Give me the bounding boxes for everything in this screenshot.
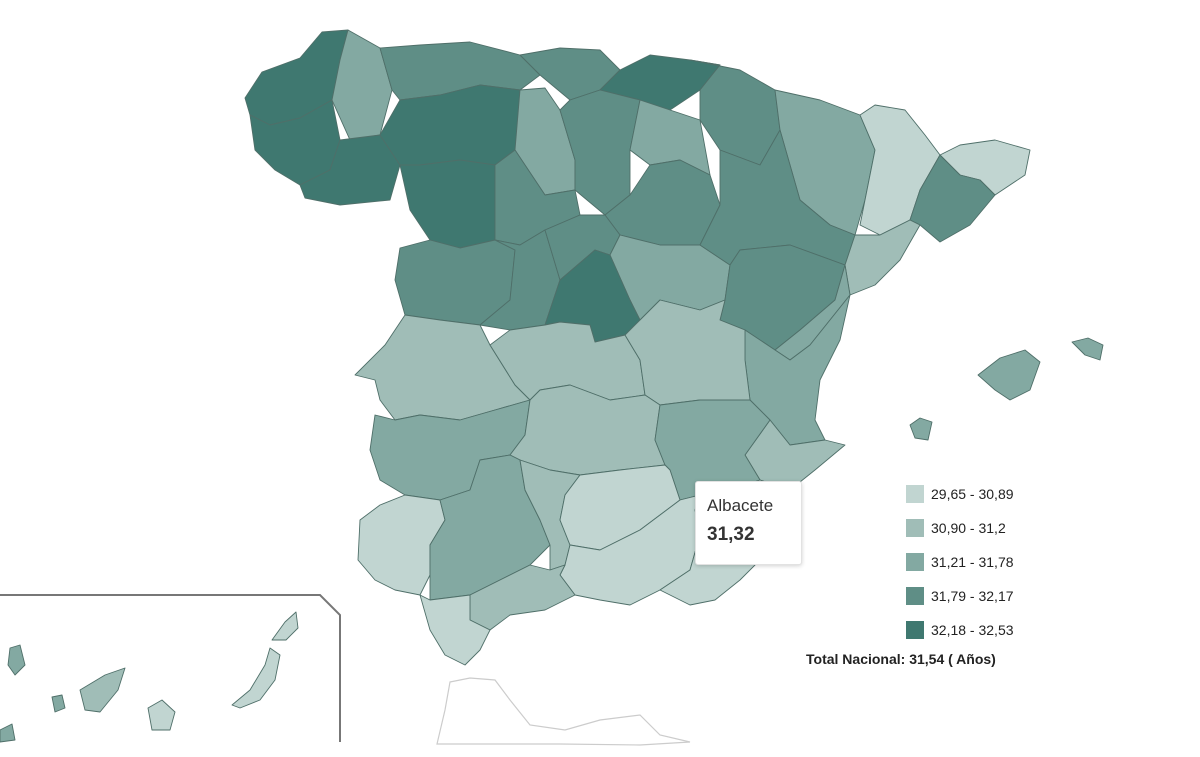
legend-swatch	[906, 553, 924, 571]
legend-swatch	[906, 587, 924, 605]
tooltip-region-name: Albacete	[707, 496, 774, 515]
national-total: Total Nacional: 31,54 ( Años)	[806, 651, 996, 667]
region-extremadura[interactable]	[354, 314, 531, 501]
legend-swatch	[906, 621, 924, 639]
region-tooltip: Albacete 31,32	[695, 481, 802, 565]
legend-item[interactable]: 29,65 - 30,89	[906, 477, 1014, 511]
region-andalucia[interactable]	[357, 454, 766, 666]
legend-label: 31,21 - 31,78	[931, 554, 1014, 570]
legend-item[interactable]: 31,21 - 31,78	[906, 545, 1014, 579]
tooltip-region-value: 31,32	[707, 524, 755, 545]
canarias-inset-frame	[0, 594, 341, 742]
map-legend: 29,65 - 30,89 30,90 - 31,2 31,21 - 31,78…	[906, 477, 1014, 647]
legend-item[interactable]: 30,90 - 31,2	[906, 511, 1014, 545]
region-galicia[interactable]	[244, 29, 401, 206]
legend-label: 29,65 - 30,89	[931, 486, 1014, 502]
region-valencia[interactable]	[744, 264, 851, 491]
region-canarias[interactable]	[0, 611, 299, 743]
region-cataluna[interactable]	[844, 104, 1031, 296]
legend-swatch	[906, 485, 924, 503]
legend-label: 32,18 - 32,53	[931, 622, 1014, 638]
legend-item[interactable]: 32,18 - 32,53	[906, 613, 1014, 647]
ceuta-outline	[436, 677, 691, 746]
legend-item[interactable]: 31,79 - 32,17	[906, 579, 1014, 613]
legend-label: 30,90 - 31,2	[931, 520, 1006, 536]
region-north-coast[interactable]	[379, 41, 781, 166]
region-castilla-la-mancha[interactable]	[489, 299, 771, 501]
region-castilla-leon[interactable]	[379, 84, 731, 331]
region-aragon[interactable]	[699, 89, 876, 351]
legend-label: 31,79 - 32,17	[931, 588, 1014, 604]
region-baleares[interactable]	[909, 337, 1104, 441]
legend-swatch	[906, 519, 924, 537]
